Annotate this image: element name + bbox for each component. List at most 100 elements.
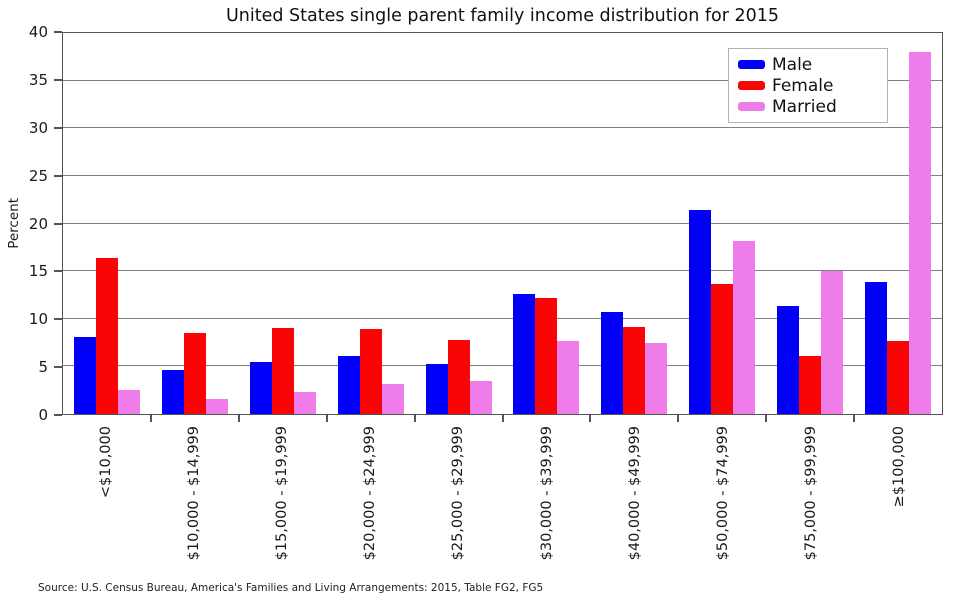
bar-male-5 [513, 294, 536, 414]
y-tick-label-40: 40 [28, 23, 48, 41]
legend-label-female: Female [772, 75, 834, 96]
x-label-cell-1: $10,000 - $14,999 [150, 420, 238, 570]
bar-female-0 [95, 257, 118, 414]
gridline-10 [63, 317, 942, 319]
gridline-5 [63, 365, 942, 367]
y-tick-label-30: 30 [28, 118, 48, 137]
x-label-cell-6: $40,000 - $49,999 [591, 420, 679, 570]
x-label-4: $25,000 - $29,999 [450, 426, 467, 561]
x-label-9: ≥$100,000 [890, 426, 907, 508]
bar-group-5 [503, 33, 591, 414]
x-label-1: $10,000 - $14,999 [186, 426, 203, 561]
y-tick-label-35: 35 [28, 70, 48, 89]
x-axis-labels: <$10,000 $10,000 - $14,999 $15,000 - $19,9… [62, 420, 943, 570]
x-label-2: $15,000 - $19,999 [274, 426, 291, 561]
bar-married-8 [821, 271, 844, 414]
x-tick [325, 415, 328, 422]
x-tick [149, 415, 152, 422]
bar-male-2 [249, 361, 272, 414]
bar-married-1 [205, 398, 228, 414]
bar-married-7 [733, 240, 756, 414]
bar-married-9 [909, 52, 932, 414]
bar-group-1 [151, 33, 239, 414]
x-label-7: $50,000 - $74,999 [714, 426, 731, 561]
y-tick-label-10: 10 [28, 310, 48, 329]
legend-swatch-married [738, 102, 765, 111]
bar-group-2 [239, 33, 327, 414]
bar-married-5 [557, 340, 580, 414]
x-label-cell-0: <$10,000 [62, 420, 150, 570]
y-tick-label-0: 0 [38, 406, 48, 424]
legend-swatch-male [738, 60, 765, 69]
bar-group-8 [766, 33, 854, 414]
bar-male-7 [689, 210, 712, 414]
bar-married-0 [117, 390, 140, 414]
legend-item-married: Married [738, 96, 878, 117]
bar-female-9 [887, 340, 910, 414]
bar-married-4 [469, 380, 492, 414]
bar-female-6 [623, 327, 646, 414]
chart-title: United States single parent family incom… [225, 6, 780, 26]
bar-group-4 [415, 33, 503, 414]
x-tick [589, 415, 592, 422]
bar-female-3 [359, 329, 382, 414]
y-tick [54, 31, 62, 33]
gridline-35 [63, 79, 942, 81]
legend-label-male: Male [772, 54, 813, 75]
y-tick [54, 414, 62, 416]
bar-married-2 [293, 392, 316, 414]
y-tick [54, 78, 62, 81]
x-label-cell-8: $75,000 - $99,999 [767, 420, 855, 570]
gridline-20 [63, 222, 942, 224]
legend-label-married: Married [772, 96, 837, 117]
y-tick [54, 126, 62, 129]
bar-female-1 [183, 333, 206, 414]
legend-item-female: Female [738, 75, 878, 96]
bar-male-1 [161, 370, 184, 414]
bar-male-3 [337, 355, 360, 414]
bar-married-3 [381, 384, 404, 414]
x-label-cell-4: $25,000 - $29,999 [414, 420, 502, 570]
bar-male-4 [425, 364, 448, 414]
x-label-cell-9: ≥$100,000 [855, 420, 943, 570]
bar-male-6 [601, 312, 624, 414]
y-axis: 0 5 10 15 20 25 30 35 40 [0, 23, 62, 424]
bar-group-6 [590, 33, 678, 414]
x-label-3: $20,000 - $24,999 [362, 426, 379, 561]
x-label-0: <$10,000 [98, 426, 115, 499]
y-tick [54, 270, 62, 273]
bar-female-2 [271, 328, 294, 414]
x-tick [413, 415, 416, 422]
bar-female-7 [711, 283, 734, 414]
bar-group-9 [854, 33, 942, 414]
bar-group-3 [327, 33, 415, 414]
x-tick [501, 415, 504, 422]
legend: Male Female Married [728, 48, 888, 123]
bar-male-8 [777, 306, 800, 414]
bar-group-0 [63, 33, 151, 414]
gridline-30 [63, 127, 942, 129]
bar-male-0 [73, 336, 96, 414]
y-tick-label-25: 25 [28, 166, 48, 185]
y-tick [54, 222, 62, 225]
x-label-cell-2: $15,000 - $19,999 [238, 420, 326, 570]
x-tick [765, 415, 768, 422]
gridline-25 [63, 174, 942, 176]
source-note: Source: U.S. Census Bureau, America's Fa… [38, 582, 544, 594]
bar-groups [63, 33, 942, 414]
x-tick [677, 415, 680, 422]
y-tick-label-15: 15 [28, 262, 48, 281]
bar-female-5 [535, 297, 558, 414]
x-label-cell-5: $30,000 - $39,999 [502, 420, 590, 570]
legend-swatch-female [738, 81, 765, 90]
y-tick [54, 318, 62, 321]
bar-female-8 [799, 355, 822, 414]
x-tick [853, 415, 856, 422]
bar-male-9 [865, 281, 888, 414]
x-label-5: $30,000 - $39,999 [538, 426, 555, 561]
y-tick [54, 174, 62, 177]
bar-married-6 [645, 342, 668, 414]
bar-group-7 [678, 33, 766, 414]
x-tick [237, 415, 240, 422]
